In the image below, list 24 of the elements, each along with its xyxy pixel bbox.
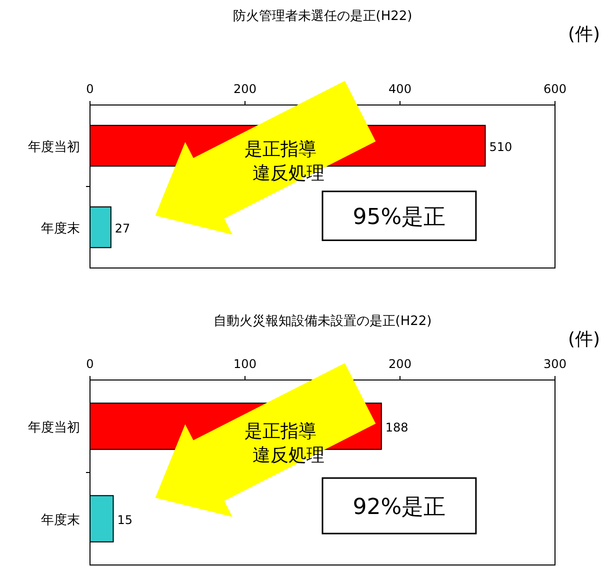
chart-title: 防火管理者未選任の是正(H22) — [232, 9, 412, 24]
annotation: 92%是正 — [352, 494, 446, 520]
x-tick-label: 200 — [234, 82, 256, 96]
x-tick-label: 100 — [234, 357, 256, 371]
annotation: 是正指導 — [244, 421, 317, 442]
x-tick-label: 200 — [388, 357, 412, 371]
annotation: 是正指導 — [244, 138, 317, 160]
y-tick-label: 年度当初 — [28, 419, 80, 436]
y-tick-label: 年度末 — [41, 220, 80, 236]
data-label: 188 — [385, 420, 408, 434]
x-tick-label: 0 — [86, 82, 94, 96]
data-label: 15 — [117, 512, 133, 527]
chart-title: 自動火災報知設備未設置の是正(H22) — [213, 314, 432, 329]
x-tick-label: 600 — [544, 82, 566, 96]
y-tick-label: 年度当初 — [28, 138, 80, 155]
x-tick-label: 300 — [544, 357, 566, 371]
x-axis-title: (件) — [568, 24, 600, 45]
x-axis-title: (件) — [568, 329, 600, 350]
x-tick-label: 400 — [388, 82, 412, 96]
data-label: 510 — [489, 140, 512, 154]
y-tick-label: 年度末 — [41, 512, 80, 528]
x-tick-label: 0 — [86, 357, 94, 371]
data-label: 27 — [114, 221, 130, 236]
annotation: 95%是正 — [352, 204, 446, 230]
